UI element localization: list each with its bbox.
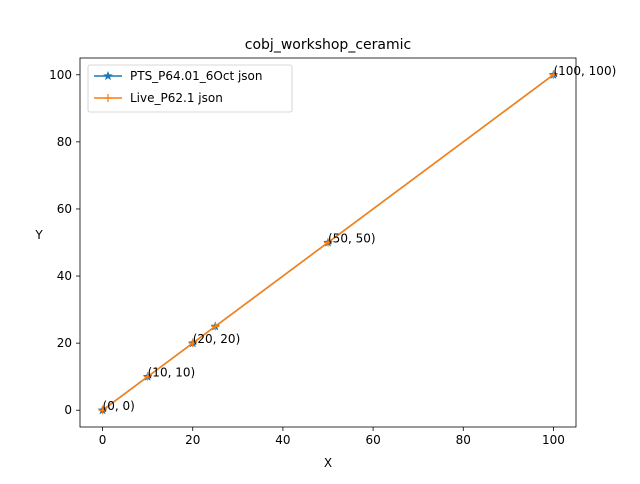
series-2-point — [211, 322, 220, 331]
y-tick-label: 60 — [57, 202, 72, 216]
x-tick-label: 100 — [542, 433, 565, 447]
y-axis-label: Y — [34, 228, 43, 242]
x-tick-label: 60 — [365, 433, 380, 447]
y-tick-label: 100 — [49, 68, 72, 82]
legend-marker-1 — [103, 70, 113, 81]
point-annotation: (100, 100) — [553, 64, 616, 78]
chart-title: cobj_workshop_ceramic — [245, 37, 411, 53]
point-annotation: (50, 50) — [328, 232, 376, 246]
series-2-point — [188, 339, 197, 348]
series-2-point — [98, 406, 107, 415]
legend-marker-2 — [104, 94, 112, 102]
point-annotation: (20, 20) — [193, 332, 241, 346]
y-tick-label: 40 — [57, 269, 72, 283]
series-2-point — [143, 372, 152, 381]
y-tick-label: 0 — [64, 403, 72, 417]
series-line-2 — [102, 74, 554, 411]
legend-box — [87, 64, 293, 113]
x-axis-label: X — [324, 456, 332, 470]
point-annotation: (0, 0) — [103, 399, 135, 413]
x-tick-label: 80 — [456, 433, 471, 447]
x-tick-label: 40 — [275, 433, 290, 447]
y-tick-label: 80 — [57, 135, 72, 149]
x-tick-label: 20 — [185, 433, 200, 447]
y-tick-label: 20 — [57, 336, 72, 350]
plot-area: 0 20 40 60 80 100 0 20 40 60 80 100 (0, 0) (10, 10) (2… — [49, 57, 616, 447]
legend-label-1: PTS_P64.01_6Oct json — [130, 69, 263, 83]
legend: PTS_P64.01_6Oct json Live_P62.1 json — [87, 64, 293, 113]
x-tick-label: 0 — [99, 433, 107, 447]
point-annotation: (10, 10) — [148, 366, 196, 380]
series-2-point — [549, 70, 558, 79]
axes-frame — [79, 57, 577, 428]
series-2-point — [324, 238, 332, 247]
legend-label-2: Live_P62.1 json — [130, 91, 223, 105]
